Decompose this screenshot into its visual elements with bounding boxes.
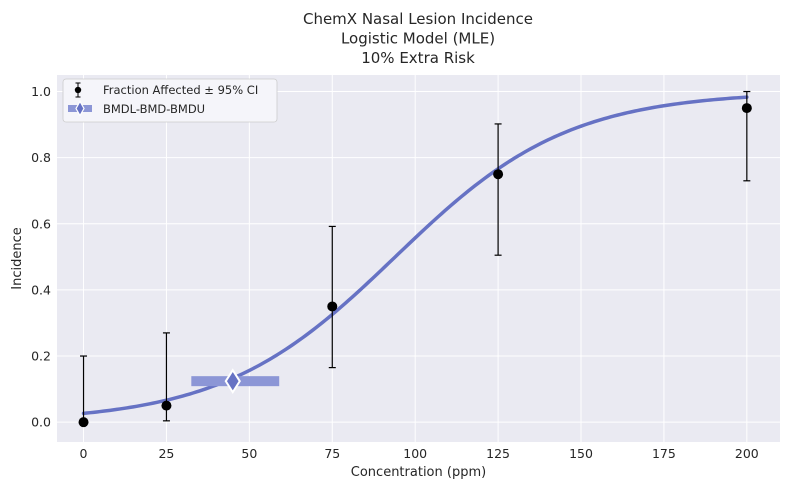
bmd-marker: [224, 368, 241, 395]
model-curve: [81, 95, 749, 416]
legend-box: [62, 78, 278, 123]
legend-errorbar-icon: [74, 82, 82, 98]
data-point: [493, 169, 504, 180]
x-tick-label: 100: [403, 446, 427, 461]
y-tick-label: 0.2: [31, 349, 51, 364]
y-tick-label: 1.0: [31, 84, 51, 99]
y-axis-label: Incidence: [10, 227, 25, 289]
legend: Fraction Affected ± 95% CI BMDL-BMD-BMDU: [62, 78, 278, 123]
x-tick-label: 150: [569, 446, 593, 461]
data-point: [327, 301, 338, 312]
y-tick-label: 0.6: [31, 216, 51, 231]
points-layer: [78, 90, 752, 428]
data-point: [741, 103, 752, 114]
chart-title: ChemX Nasal Lesion Incidence Logistic Mo…: [303, 10, 533, 67]
x-tick-label: 0: [80, 446, 88, 461]
x-tick-label: 200: [735, 446, 759, 461]
x-tick-label: 75: [324, 446, 340, 461]
x-axis-label: Concentration (ppm): [351, 465, 486, 480]
legend-bmd-icon: [68, 100, 92, 117]
data-point: [161, 400, 172, 411]
x-tick-label: 125: [486, 446, 510, 461]
x-tick-label: 25: [158, 446, 174, 461]
bmd-layer: [191, 368, 280, 395]
x-tick-label: 50: [241, 446, 257, 461]
y-tick-label: 0.8: [31, 150, 51, 165]
data-point: [78, 417, 89, 428]
legend-label-observed: Fraction Affected ± 95% CI: [103, 83, 258, 97]
y-axis-ticks: 0.0 0.2 0.4 0.6 0.8 1.0: [31, 84, 51, 430]
legend-label-bmd: BMDL-BMD-BMDU: [103, 102, 205, 116]
model-layer: [81, 95, 749, 416]
plot-area: [57, 75, 780, 442]
chart-title-line-1: ChemX Nasal Lesion Incidence: [303, 10, 533, 28]
chart-title-line-3: 10% Extra Risk: [361, 49, 475, 67]
y-tick-label: 0.0: [31, 415, 51, 430]
x-axis-ticks: 0 25 50 75 100 125 150 175 200: [80, 446, 759, 461]
x-tick-label: 175: [652, 446, 676, 461]
y-tick-label: 0.4: [31, 282, 51, 297]
chart-title-line-2: Logistic Model (MLE): [341, 30, 495, 48]
